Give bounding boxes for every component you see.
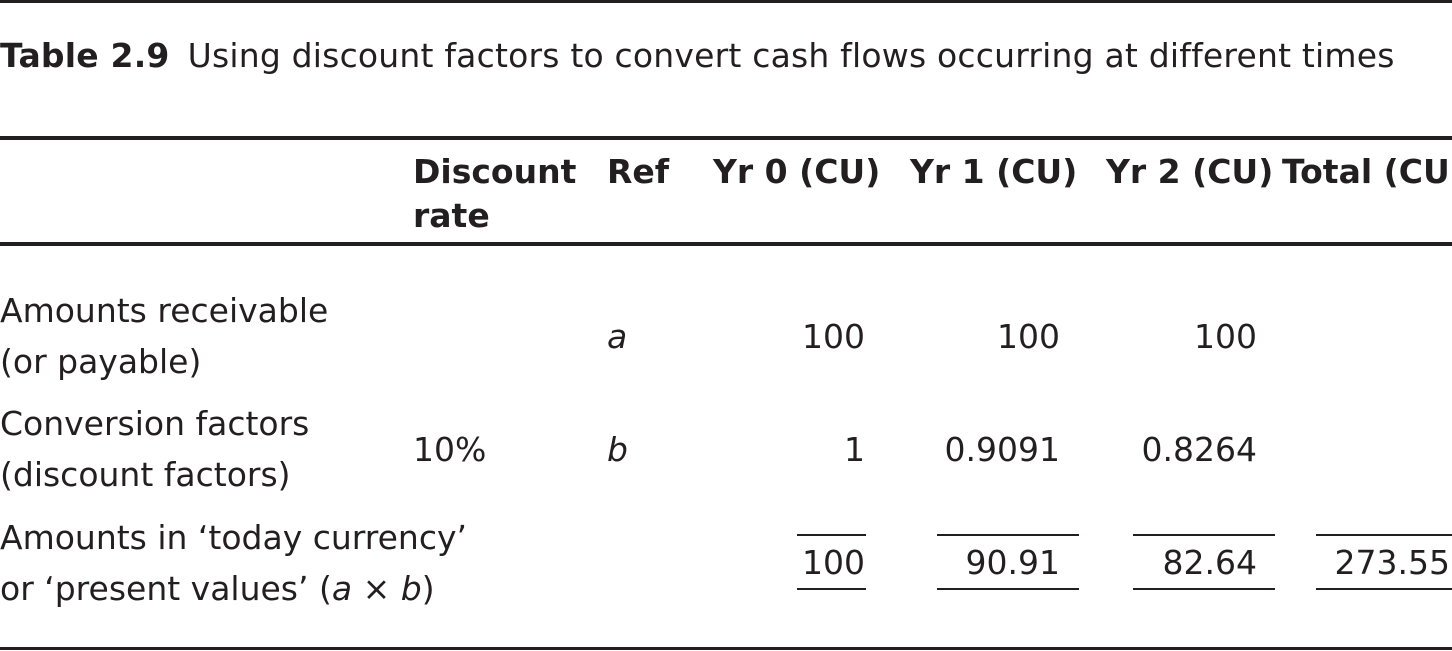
row3-yr1: 90.91	[965, 543, 1060, 582]
header-discount-rate: Discount rate	[413, 150, 576, 238]
header-top-rule	[0, 136, 1452, 140]
row1-label-line2: (or payable)	[0, 342, 202, 381]
header-discount-rate-line2: rate	[413, 196, 490, 235]
row2-label-line1: Conversion factors	[0, 404, 310, 443]
header-yr0: Yr 0 (CU)	[713, 152, 881, 191]
table-row-label: Amounts in ‘today currency’ or ‘present …	[0, 512, 467, 614]
row2-ref: b	[607, 430, 628, 469]
row3-yr0: 100	[802, 543, 865, 582]
yr2-sum-bottom-rule	[1133, 588, 1275, 590]
row3-yr2: 82.64	[1162, 543, 1257, 582]
row3-label-times: ×	[352, 569, 401, 608]
table-top-rule	[0, 0, 1452, 3]
table-row-label: Amounts receivable (or payable)	[0, 285, 328, 387]
header-ref: Ref	[607, 152, 670, 191]
header-total: Total (CU)	[1282, 152, 1452, 191]
header-yr1: Yr 1 (CU)	[910, 152, 1078, 191]
row1-yr1: 100	[997, 317, 1060, 356]
row1-yr2: 100	[1194, 317, 1257, 356]
header-yr2: Yr 2 (CU)	[1106, 152, 1274, 191]
row1-ref: a	[607, 317, 628, 356]
yr1-sum-bottom-rule	[937, 588, 1079, 590]
row3-label-line1: Amounts in ‘today currency’	[0, 518, 468, 557]
row3-total: 273.55	[1334, 543, 1450, 582]
row3-label-prefix: or ‘present values’ (	[0, 569, 332, 608]
row2-yr2: 0.8264	[1141, 430, 1257, 469]
total-sum-top-rule	[1316, 534, 1452, 536]
table-number: Table 2.9	[0, 36, 170, 75]
row2-label-line2: (discount factors)	[0, 455, 291, 494]
row3-label-b: b	[400, 569, 422, 608]
row2-yr1: 0.9091	[944, 430, 1060, 469]
table-bottom-rule	[0, 647, 1452, 650]
row2-yr0: 1	[844, 430, 865, 469]
table-caption: Table 2.9 Using discount factors to conve…	[0, 36, 1395, 76]
yr0-sum-top-rule	[797, 534, 866, 536]
total-sum-bottom-rule	[1316, 588, 1452, 590]
row3-label-a: a	[331, 569, 353, 608]
row3-label-suffix: )	[421, 569, 435, 608]
yr0-sum-bottom-rule	[797, 588, 866, 590]
header-discount-rate-line1: Discount	[413, 152, 577, 191]
table-row-label: Conversion factors (discount factors)	[0, 398, 309, 500]
yr2-sum-top-rule	[1133, 534, 1275, 536]
row2-discount-rate: 10%	[413, 430, 487, 469]
table-title: Using discount factors to convert cash f…	[187, 36, 1395, 75]
header-bottom-rule	[0, 242, 1452, 246]
yr1-sum-top-rule	[937, 534, 1079, 536]
row1-label-line1: Amounts receivable	[0, 291, 329, 330]
row3-label-line2: or ‘present values’ (a × b)	[0, 563, 467, 614]
row1-yr0: 100	[802, 317, 865, 356]
